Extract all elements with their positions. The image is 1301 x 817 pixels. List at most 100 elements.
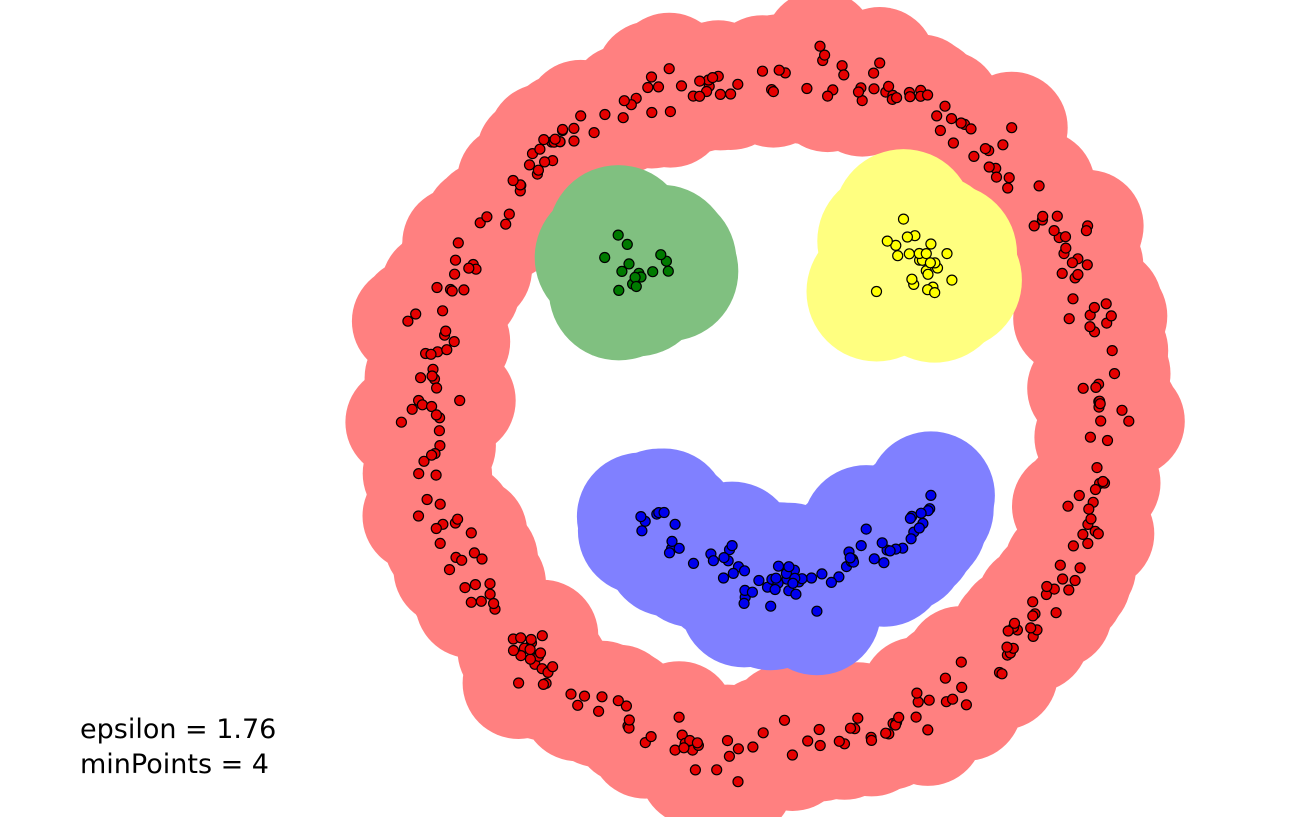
face-ring-point bbox=[693, 90, 706, 102]
mouth-point bbox=[636, 525, 648, 537]
face-ring-point bbox=[568, 122, 580, 134]
face-ring-point bbox=[500, 218, 512, 230]
face-ring-point bbox=[413, 468, 425, 480]
face-ring-point bbox=[723, 750, 736, 762]
face-ring-point bbox=[534, 647, 547, 659]
face-ring-point bbox=[874, 57, 886, 69]
face-ring-point bbox=[1077, 528, 1089, 541]
face-ring-point bbox=[645, 71, 658, 83]
face-ring-point bbox=[418, 455, 430, 467]
face-ring-point bbox=[867, 67, 880, 79]
face-ring-point bbox=[623, 714, 635, 726]
right-eye-point bbox=[903, 248, 915, 260]
face-ring-point bbox=[488, 597, 500, 610]
mouth-point bbox=[913, 522, 925, 534]
face-ring-point bbox=[507, 174, 519, 187]
face-ring-point bbox=[1028, 220, 1040, 232]
face-ring-point bbox=[1108, 368, 1121, 380]
mouth-point bbox=[855, 539, 867, 552]
face-ring-point bbox=[767, 85, 780, 98]
face-ring-point bbox=[931, 110, 943, 122]
face-ring-point bbox=[1063, 584, 1075, 596]
face-ring-point bbox=[465, 527, 477, 539]
face-ring-point bbox=[945, 112, 958, 125]
face-ring-point bbox=[968, 150, 980, 162]
face-ring-point bbox=[1062, 500, 1074, 512]
left-eye-point bbox=[647, 266, 659, 278]
face-ring-point bbox=[934, 124, 947, 137]
face-ring-point bbox=[1001, 641, 1013, 653]
face-ring-point bbox=[538, 134, 550, 146]
face-ring-point bbox=[1077, 382, 1089, 394]
face-ring-point bbox=[456, 554, 468, 566]
face-ring-point bbox=[1084, 431, 1097, 443]
face-ring-point bbox=[440, 325, 452, 337]
mouth-point bbox=[816, 568, 828, 580]
mouth-point bbox=[727, 567, 739, 580]
face-ring-point bbox=[1072, 268, 1084, 281]
face-ring-point bbox=[1033, 180, 1045, 192]
face-ring-point bbox=[955, 117, 967, 129]
mouth-point bbox=[825, 576, 838, 589]
face-ring-point bbox=[1050, 607, 1062, 619]
face-ring-point bbox=[549, 133, 561, 145]
face-ring-point bbox=[446, 285, 458, 297]
face-ring-point bbox=[463, 262, 475, 274]
face-ring-point bbox=[536, 630, 548, 642]
mouth-point bbox=[663, 547, 676, 559]
face-ring-point bbox=[844, 722, 857, 734]
face-ring-point bbox=[395, 416, 407, 428]
face-ring-point bbox=[596, 691, 608, 703]
face-ring-point bbox=[1037, 210, 1049, 222]
face-ring-point bbox=[421, 493, 433, 506]
right-eye-point bbox=[870, 285, 883, 298]
mouth-point bbox=[787, 577, 799, 589]
face-ring-point bbox=[1105, 310, 1117, 322]
face-ring-point bbox=[814, 40, 826, 52]
face-ring-point bbox=[939, 100, 951, 112]
face-ring-point bbox=[1063, 313, 1075, 325]
face-ring-point bbox=[416, 399, 428, 411]
face-ring-point bbox=[1066, 257, 1079, 269]
face-ring-point bbox=[714, 88, 727, 101]
mouth-point bbox=[805, 572, 818, 584]
face-ring-point bbox=[747, 741, 759, 753]
face-ring-point bbox=[532, 164, 545, 176]
face-ring-point bbox=[568, 135, 580, 147]
face-ring-point bbox=[801, 82, 813, 95]
face-ring-point bbox=[512, 677, 525, 689]
face-ring-point bbox=[1082, 537, 1094, 550]
face-ring-point bbox=[732, 78, 744, 90]
face-ring-point bbox=[1074, 562, 1086, 574]
face-ring-point bbox=[406, 403, 418, 415]
face-ring-point bbox=[476, 553, 488, 565]
mouth-point bbox=[844, 552, 856, 564]
face-ring-point bbox=[575, 110, 587, 122]
right-eye-point bbox=[892, 250, 904, 262]
face-ring-point bbox=[1095, 415, 1107, 427]
face-ring-point bbox=[821, 90, 834, 102]
face-ring-region bbox=[345, 0, 1185, 817]
face-ring-point bbox=[426, 370, 438, 382]
face-ring-point bbox=[911, 687, 923, 699]
right-eye-point bbox=[946, 274, 958, 286]
mouth-point bbox=[770, 572, 782, 584]
face-ring-point bbox=[852, 712, 864, 724]
face-ring-point bbox=[1069, 574, 1081, 587]
face-ring-point bbox=[706, 71, 719, 84]
face-ring-point bbox=[537, 678, 550, 691]
face-ring-point bbox=[484, 578, 496, 590]
right-eye-point bbox=[941, 248, 953, 260]
face-ring-point bbox=[833, 735, 845, 747]
mouth-point bbox=[718, 551, 730, 564]
face-ring-point bbox=[524, 643, 536, 656]
face-ring-point bbox=[652, 81, 665, 93]
face-ring-point bbox=[689, 764, 702, 776]
face-ring-point bbox=[503, 208, 515, 220]
right-eye-point bbox=[929, 287, 941, 299]
face-ring-point bbox=[947, 137, 960, 149]
right-eye-point bbox=[901, 231, 914, 243]
face-ring-point bbox=[465, 596, 477, 608]
left-eye-point bbox=[662, 265, 674, 277]
face-ring-point bbox=[1073, 489, 1085, 502]
